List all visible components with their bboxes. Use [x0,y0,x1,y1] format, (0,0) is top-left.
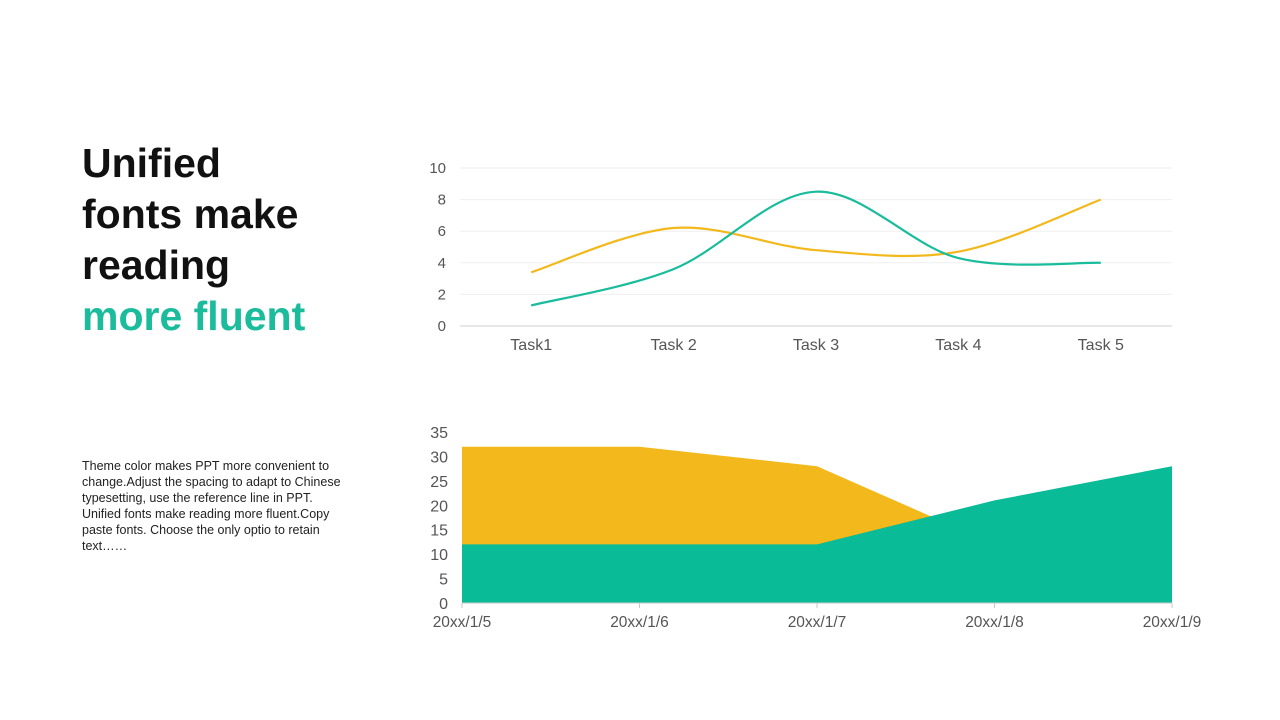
area-chart-y-tick-label: 25 [430,474,448,491]
line-series-teal [530,190,1101,307]
area-chart-x-tick-label: 20xx/1/8 [965,614,1024,631]
line-chart-x-tick-label: Task 4 [935,337,981,354]
area-chart-y-tick-label: 30 [430,449,448,466]
area-chart-y-tick-label: 20 [430,498,448,515]
slide-title: Unified fonts make reading more fluent [82,138,402,342]
area-chart-x-tick-label: 20xx/1/6 [610,614,669,631]
title-line-3: reading [82,242,231,288]
line-chart-x-tick-label: Task 2 [650,337,696,354]
title-accent-line: more fluent [82,293,306,339]
area-chart-x-tick-label: 20xx/1/9 [1143,614,1202,631]
area-series-teal [462,466,1172,603]
line-chart-y-tick-label: 4 [438,255,446,272]
line-chart-x-tick-label: Task 3 [793,337,839,354]
line-chart-x-tick-label: Task1 [510,337,552,354]
title-line-1: Unified [82,140,221,186]
description-paragraph: Theme color makes PPT more convenient to… [82,459,341,553]
area-chart-y-tick-label: 10 [430,547,448,564]
line-chart-y-tick-label: 6 [438,223,446,240]
area-chart-y-tick-label: 5 [439,572,448,589]
line-chart-y-tick-label: 2 [438,286,446,303]
line-chart-y-tick-label: 0 [438,318,446,335]
line-chart-y-tick-label: 8 [438,192,446,209]
area-chart-y-tick-label: 35 [430,425,448,442]
area-chart-x-tick-label: 20xx/1/5 [433,614,492,631]
line-series-yellow [530,198,1102,274]
line-chart-x-tick-label: Task 5 [1078,337,1124,354]
title-line-2: fonts make [82,191,299,237]
area-chart-x-tick-label: 20xx/1/7 [788,614,847,631]
area-chart-y-tick-label: 15 [430,523,448,540]
line-chart-y-tick-label: 10 [429,160,446,177]
area-chart-y-tick-label: 0 [439,596,448,613]
